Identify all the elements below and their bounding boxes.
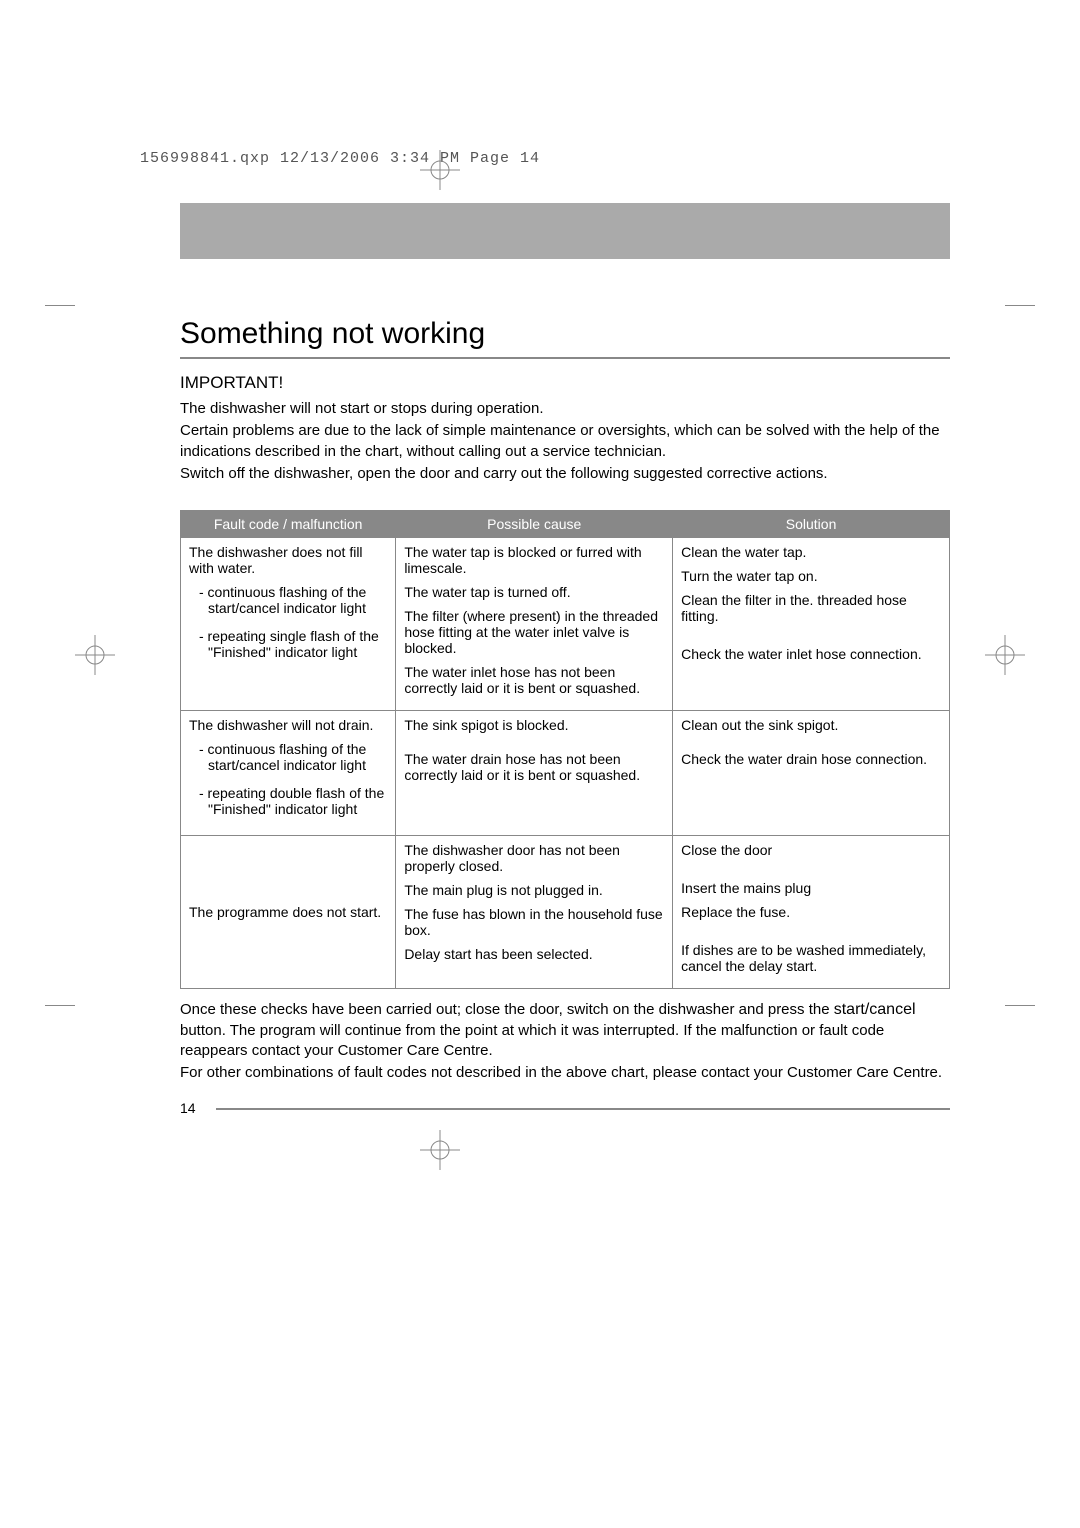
cause-cell: The sink spigot is blocked. The water dr… — [396, 711, 673, 836]
cause-text: The fuse has blown in the household fuse… — [404, 906, 664, 938]
solution-cell: Close the door Insert the mains plug Rep… — [673, 836, 950, 989]
solution-text: Turn the water tap on. — [681, 568, 941, 584]
crop-mark-header: 156998841.qxp 12/13/2006 3:34 PM Page 14 — [140, 150, 540, 167]
troubleshooting-table: Fault code / malfunction Possible cause … — [180, 510, 950, 989]
column-header-cause: Possible cause — [396, 511, 673, 538]
solution-text: Clean the filter in the. threaded hose f… — [681, 592, 941, 624]
solution-text: Check the water inlet hose connection. — [681, 646, 941, 662]
fault-subitem: - repeating double flash of the "Finishe… — [199, 785, 387, 817]
solution-text: Close the door — [681, 842, 941, 858]
cause-text: The sink spigot is blocked. — [404, 717, 664, 733]
fault-cell: The programme does not start. — [181, 836, 396, 989]
document-page: 156998841.qxp 12/13/2006 3:34 PM Page 14… — [180, 155, 950, 1085]
after-para-1-post: button. The program will continue from t… — [180, 1022, 884, 1059]
solution-text: Insert the mains plug — [681, 880, 941, 896]
cause-text: The filter (where present) in the thread… — [404, 608, 664, 656]
cause-text: The water tap is turned off. — [404, 584, 664, 600]
registration-mark-icon — [420, 150, 460, 190]
fault-subitem: - repeating single flash of the "Finishe… — [199, 628, 387, 660]
intro-line: Switch off the dishwasher, open the door… — [180, 464, 950, 484]
footer-rule — [216, 1108, 950, 1110]
important-label: IMPORTANT! — [180, 373, 950, 393]
solution-text: Clean out the sink spigot. — [681, 717, 941, 733]
intro-line: The dishwasher will not start or stops d… — [180, 399, 950, 419]
intro-line: Certain problems are due to the lack of … — [180, 421, 950, 462]
table-row: The dishwasher does not fill with water.… — [181, 538, 950, 711]
cause-text: The dishwasher door has not been properl… — [404, 842, 664, 874]
header-grey-bar — [180, 203, 950, 259]
crop-tick-icon — [45, 305, 75, 306]
registration-mark-icon — [985, 635, 1025, 675]
table-header-row: Fault code / malfunction Possible cause … — [181, 511, 950, 538]
solution-text: Check the water drain hose connection. — [681, 751, 941, 767]
cause-text: The main plug is not plugged in. — [404, 882, 664, 898]
cause-cell: The dishwasher door has not been properl… — [396, 836, 673, 989]
cause-cell: The water tap is blocked or furred with … — [396, 538, 673, 711]
registration-mark-icon — [420, 1130, 460, 1170]
table-row: The programme does not start. The dishwa… — [181, 836, 950, 989]
solution-text: If dishes are to be washed immediately, … — [681, 942, 941, 974]
fault-subitem: - continuous flashing of the start/cance… — [199, 741, 387, 773]
solution-cell: Clean the water tap. Turn the water tap … — [673, 538, 950, 711]
after-para-1-bold: start/cancel — [834, 1001, 916, 1018]
after-para-2: For other combinations of fault codes no… — [180, 1063, 950, 1083]
solution-text: Replace the fuse. — [681, 904, 941, 920]
intro-paragraphs: The dishwasher will not start or stops d… — [180, 399, 950, 484]
cause-text: The water tap is blocked or furred with … — [404, 544, 664, 576]
cause-text: Delay start has been selected. — [404, 946, 664, 962]
after-para-1-pre: Once these checks have been carried out;… — [180, 1001, 834, 1018]
fault-cell: The dishwasher does not fill with water.… — [181, 538, 396, 711]
fault-title: The dishwasher does not fill with water. — [189, 544, 387, 576]
fault-cell: The dishwasher will not drain. - continu… — [181, 711, 396, 836]
table-row: The dishwasher will not drain. - continu… — [181, 711, 950, 836]
column-header-solution: Solution — [673, 511, 950, 538]
registration-mark-icon — [75, 635, 115, 675]
page-number: 14 — [180, 1100, 196, 1116]
cause-text: The water inlet hose has not been correc… — [404, 664, 664, 696]
solution-text: Clean the water tap. — [681, 544, 941, 560]
crop-tick-icon — [1005, 1005, 1035, 1006]
fault-title: The programme does not start. — [189, 904, 387, 920]
after-table-text: Once these checks have been carried out;… — [180, 999, 950, 1083]
crop-tick-icon — [45, 1005, 75, 1006]
fault-subitem: - continuous flashing of the start/cance… — [199, 584, 387, 616]
column-header-fault: Fault code / malfunction — [181, 511, 396, 538]
page-title: Something not working — [180, 317, 950, 359]
cause-text: The water drain hose has not been correc… — [404, 751, 664, 783]
after-para-1: Once these checks have been carried out;… — [180, 999, 950, 1061]
crop-tick-icon — [1005, 305, 1035, 306]
solution-cell: Clean out the sink spigot. Check the wat… — [673, 711, 950, 836]
fault-title: The dishwasher will not drain. — [189, 717, 387, 733]
